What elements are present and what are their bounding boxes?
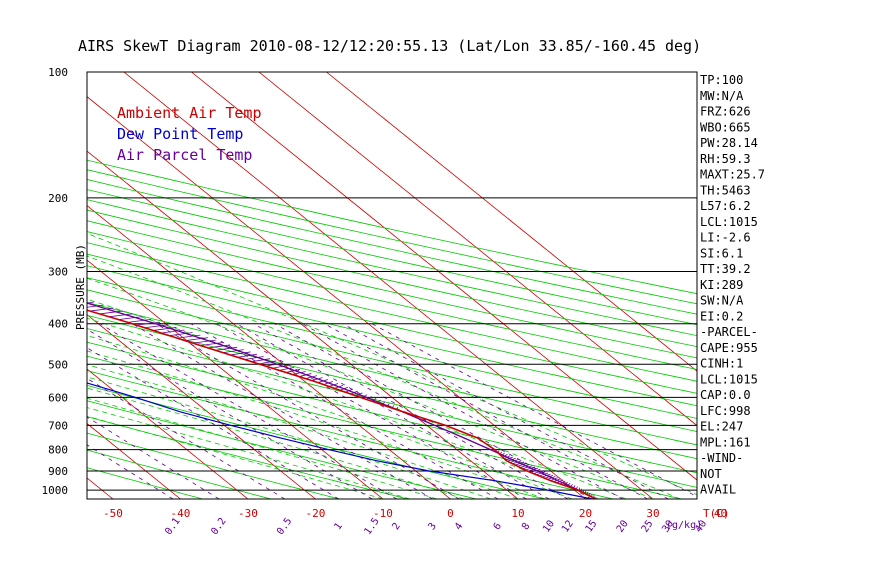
index-entry: CAP:0.0: [700, 388, 751, 402]
dewpoint-temp-curve: [0, 72, 592, 499]
dry-adiabat-line: [0, 72, 613, 499]
mixing-ratio-label: 20: [615, 518, 631, 534]
bottom-temp-tick-label: 10: [511, 507, 524, 520]
dry-adiabat-line: [0, 72, 750, 499]
index-entry: WBO:665: [700, 120, 751, 134]
bottom-temp-tick-label: 20: [579, 507, 592, 520]
cape-hatch: [0, 280, 16, 283]
bottom-temp-tick-label: -30: [238, 507, 258, 520]
index-entry: AVAIL: [700, 483, 736, 497]
bottom-temp-tick-label: -20: [306, 507, 326, 520]
index-entry: MW:N/A: [700, 89, 744, 103]
index-entry: PW:28.14: [700, 136, 758, 150]
mixing-ratio-line: [47, 324, 338, 499]
moist-adiabat-line: [0, 198, 626, 499]
mixing-ratio-label: 3: [426, 521, 438, 532]
index-entry: EL:247: [700, 420, 743, 434]
cape-hatch: [7, 283, 27, 286]
index-entry: TP:100: [700, 73, 743, 87]
mixing-ratio-unit: (g/kg): [666, 520, 702, 531]
mixing-ratio-label: 6: [492, 521, 504, 532]
cape-hatch: [18, 286, 39, 289]
mixing-ratio-label: 10: [541, 518, 557, 534]
index-entry: LFC:998: [700, 404, 751, 418]
index-entry: KI:289: [700, 278, 743, 292]
index-entry: FRZ:626: [700, 105, 751, 119]
pressure-tick-label: 800: [48, 444, 68, 457]
index-entry: MAXT:25.7: [700, 168, 765, 182]
index-entry: L57:6.2: [700, 199, 751, 213]
mixing-ratio-label: 1: [333, 521, 345, 532]
index-entry: MPL:161: [700, 435, 751, 449]
mixing-ratio-line: [156, 324, 459, 499]
index-entry: LCL:1015: [700, 215, 758, 229]
pressure-tick-label: 200: [48, 192, 68, 205]
isotherm-line: [0, 72, 45, 499]
chart-title: AIRS SkewT Diagram 2010-08-12/12:20:55.1…: [78, 37, 701, 55]
pressure-tick-label: 1000: [42, 484, 69, 497]
isotherm-line: [0, 72, 113, 499]
pressure-tick-label: 100: [48, 66, 68, 79]
index-entry: -PARCEL-: [700, 325, 758, 339]
index-entry: LI:-2.6: [700, 231, 751, 245]
index-entry: TT:39.2: [700, 262, 751, 276]
y-axis-label: PRESSURE (MB): [74, 244, 87, 330]
pressure-tick-label: 500: [48, 358, 68, 371]
index-entry: LCL:1015: [700, 372, 758, 386]
mixing-ratio-label: 12: [560, 518, 576, 534]
mixing-ratio-line: [216, 324, 526, 499]
pressure-tick-label: 700: [48, 419, 68, 432]
mixing-ratio-label: 4: [453, 521, 465, 532]
mixing-ratio-label: 0.2: [209, 516, 228, 537]
index-entry: NOT: [700, 467, 722, 481]
pressure-tick-label: 600: [48, 391, 68, 404]
bottom-temp-tick-label: -50: [103, 507, 123, 520]
index-entry: -WIND-: [700, 451, 743, 465]
x-axis-label: T(C): [703, 507, 730, 520]
legend-entry: Air Parcel Temp: [117, 146, 252, 164]
pressure-tick-label: 300: [48, 266, 68, 279]
mixing-ratio-label: 2: [391, 521, 403, 532]
mixing-ratio-label: 0.5: [275, 516, 294, 537]
bottom-temp-tick-label: 0: [447, 507, 454, 520]
index-entry: SW:N/A: [700, 294, 744, 308]
cape-hatch: [50, 296, 73, 299]
index-entry: TH:5463: [700, 183, 751, 197]
index-entry: SI:6.1: [700, 246, 743, 260]
cape-hatch: [29, 290, 51, 293]
pressure-tick-label: 900: [48, 465, 68, 478]
index-entry: EI:0.2: [700, 309, 743, 323]
pressure-tick-label: 400: [48, 318, 68, 331]
legend-entry: Dew Point Temp: [117, 125, 243, 143]
legend-entry: Ambient Air Temp: [117, 104, 262, 122]
mixing-ratio-label: 8: [520, 521, 532, 532]
index-entry: CINH:1: [700, 357, 743, 371]
mixing-ratio-label: 25: [640, 519, 656, 535]
mixing-ratio-label: 15: [584, 518, 600, 534]
cape-hatch: [0, 276, 3, 279]
cape-hatch: [39, 293, 62, 296]
isotherm-line: [326, 72, 855, 499]
bottom-temp-tick-label: 30: [646, 507, 659, 520]
index-entry: RH:59.3: [700, 152, 751, 166]
bottom-temp-tick-label: -10: [373, 507, 393, 520]
index-entry: CAPE:955: [700, 341, 758, 355]
